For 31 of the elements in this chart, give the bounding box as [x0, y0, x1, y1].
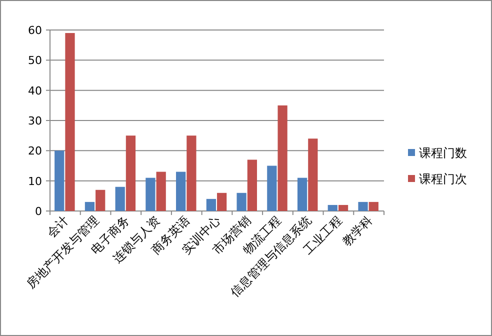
- bar: [278, 105, 288, 211]
- bar: [146, 178, 156, 211]
- bar: [84, 202, 95, 211]
- bar: [206, 198, 216, 211]
- y-tick-label: 10: [28, 174, 42, 188]
- bar: [65, 33, 75, 211]
- bar: [126, 136, 136, 211]
- bar: [115, 186, 125, 211]
- bar: [338, 204, 348, 211]
- y-tick-label: 40: [28, 84, 42, 98]
- bar: [328, 204, 338, 211]
- bar: [267, 166, 277, 211]
- bar: [358, 202, 368, 211]
- bar: [156, 172, 166, 211]
- bar: [236, 192, 246, 211]
- bar: [297, 178, 308, 211]
- legend-label: 课程门数: [419, 146, 467, 160]
- bar: [96, 190, 106, 211]
- bar: [308, 138, 318, 211]
- bar: [176, 172, 186, 211]
- y-tick-label: 50: [28, 54, 42, 68]
- y-tick-label: 20: [28, 144, 42, 158]
- y-tick-label: 60: [28, 24, 42, 37]
- bar: [186, 136, 196, 211]
- legend-label: 课程门次: [419, 172, 467, 186]
- bar: [247, 160, 257, 211]
- bar: [54, 150, 64, 211]
- y-tick-label: 30: [28, 114, 42, 128]
- bar: [368, 202, 378, 211]
- y-tick-label: 0: [35, 205, 42, 218]
- bar: [217, 192, 227, 211]
